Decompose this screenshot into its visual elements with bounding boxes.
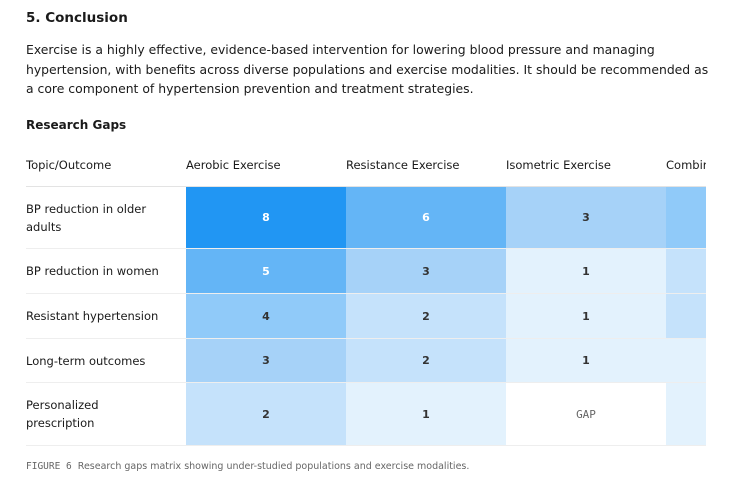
table-row: Long-term outcomes 3 2 1 (26, 338, 706, 383)
caption: FIGURE 6 Research gaps matrix showing und… (26, 461, 469, 472)
heat-cell: 1 (346, 382, 506, 446)
row-label: BP reduction in women (26, 248, 186, 294)
table-row: BP reduction in older adults 8 6 3 (26, 186, 706, 249)
heat-cell: 3 (346, 248, 506, 294)
heat-cell (666, 248, 706, 294)
heat-cell: 4 (186, 293, 346, 339)
gap-matrix: Topic/Outcome Aerobic Exercise Resistance … (26, 143, 706, 446)
heat-cell: 6 (346, 186, 506, 249)
heat-cell: 3 (506, 186, 666, 249)
heat-cell (666, 382, 706, 446)
column-header: Combined (666, 143, 706, 187)
column-header: Topic/Outcome (26, 143, 186, 187)
heat-cell (666, 293, 706, 339)
table-row: Personalized prescription 2 1 GAP (26, 382, 706, 446)
row-label: Resistant hypertension (26, 293, 186, 339)
row-label: Long-term outcomes (26, 338, 186, 383)
heat-cell: 2 (346, 338, 506, 383)
column-header: Aerobic Exercise (186, 143, 346, 187)
heat-cell (666, 186, 706, 249)
heat-cell: 3 (186, 338, 346, 383)
table-row: BP reduction in women 5 3 1 (26, 248, 706, 294)
table-row: Resistant hypertension 4 2 1 (26, 293, 706, 339)
heat-cell: 1 (506, 293, 666, 339)
heat-cell: 5 (186, 248, 346, 294)
paragraph: Exercise is a highly effective, evidence… (26, 42, 709, 96)
caption-text: Research gaps matrix showing under-studi… (77, 461, 470, 472)
heat-cell: 1 (506, 338, 666, 383)
heat-cell: 2 (346, 293, 506, 339)
gap-cell: GAP (506, 382, 666, 446)
table-wrap: Topic/Outcome Aerobic Exercise Resistance … (26, 143, 706, 446)
column-header: Isometric Exercise (506, 143, 666, 187)
table-title: Research Gaps (26, 118, 127, 132)
column-header: Resistance Exercise (346, 143, 506, 187)
heat-cell: 2 (186, 382, 346, 446)
heat-cell: 1 (506, 248, 666, 294)
section-title: 5. Conclusion (26, 10, 128, 26)
row-label: Personalized prescription (26, 382, 186, 446)
heat-cell: 8 (186, 186, 346, 249)
row-label: BP reduction in older adults (26, 186, 186, 249)
caption-label: FIGURE 6 (26, 461, 72, 472)
heat-cell (666, 338, 706, 383)
